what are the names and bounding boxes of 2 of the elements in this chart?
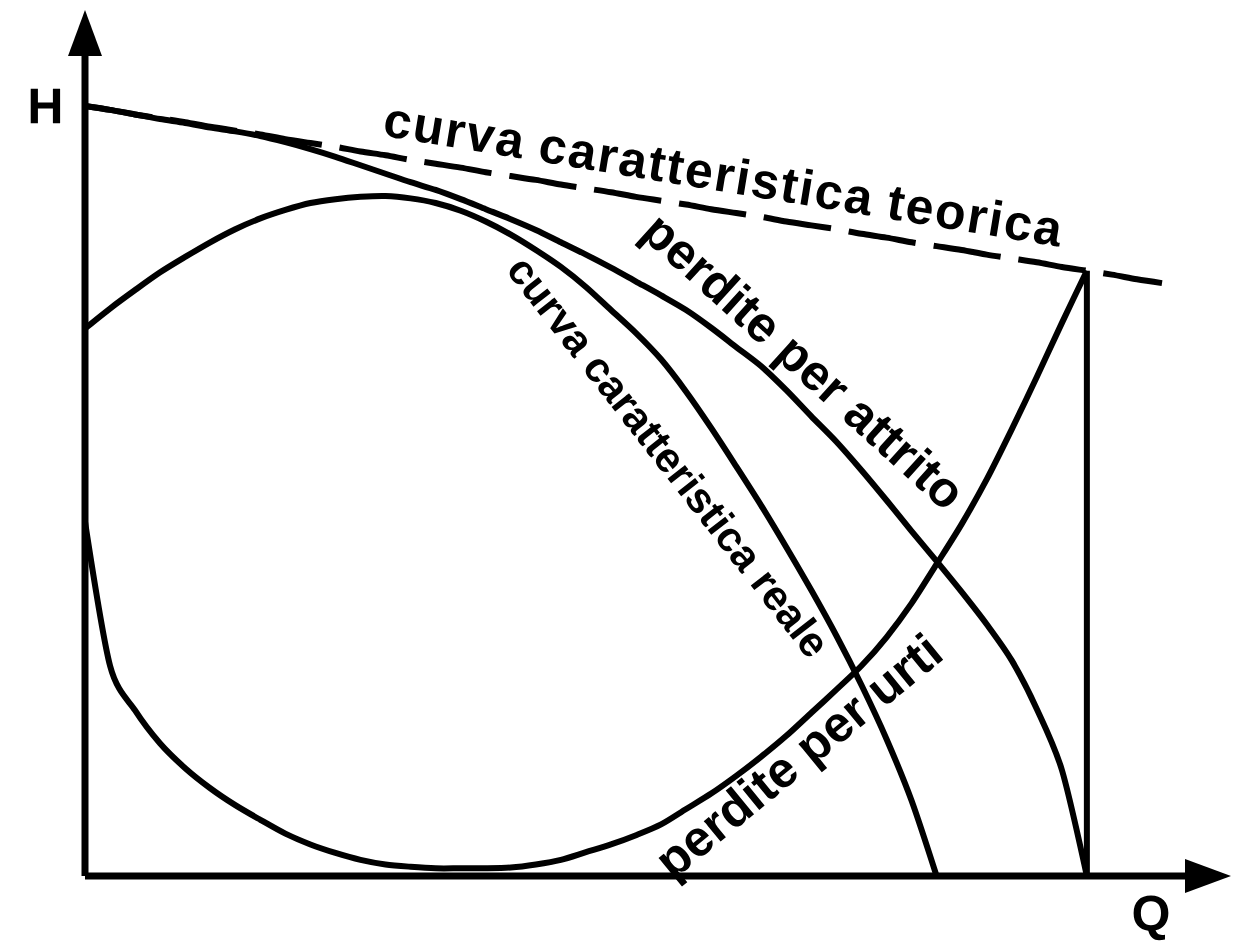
y-axis-title: H <box>30 88 61 124</box>
x-axis-title: Q <box>1133 895 1169 941</box>
